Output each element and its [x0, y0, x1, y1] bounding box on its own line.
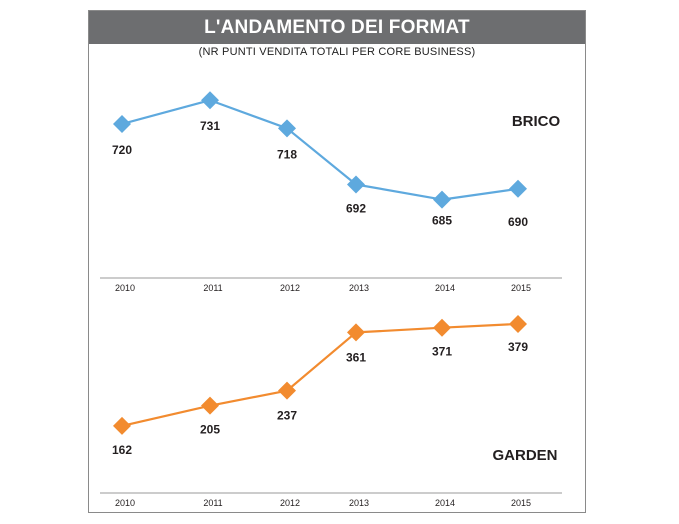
data-label: 361 [346, 350, 366, 364]
data-label: 379 [508, 340, 528, 354]
x-tick-label: 2012 [280, 498, 300, 508]
chart-frame: L'ANDAMENTO DEI FORMAT (NR PUNTI VENDITA… [88, 10, 586, 513]
data-point-marker [278, 381, 296, 400]
data-point-marker [113, 115, 131, 133]
data-point-marker [113, 416, 131, 435]
data-label: 205 [200, 423, 220, 437]
data-label: 720 [112, 143, 132, 157]
data-point-marker [509, 314, 527, 333]
data-point-marker [433, 318, 451, 337]
x-tick-label: 2011 [203, 498, 222, 508]
x-tick-label: 2014 [435, 498, 455, 508]
series-line [121, 322, 519, 427]
x-tick-label: 2013 [349, 283, 369, 293]
x-tick-label: 2010 [115, 283, 135, 293]
data-point-marker [201, 91, 219, 110]
data-point-marker [347, 175, 365, 194]
data-label: 692 [346, 201, 366, 215]
data-label: 685 [432, 214, 452, 228]
x-tick-label: 2015 [511, 498, 531, 508]
x-tick-label: 2012 [280, 283, 300, 293]
x-tick-label: 2014 [435, 283, 455, 293]
series-brico: 2010 2011 2012 2013 2014 2015 720 731 718 692 685 6… [100, 91, 562, 293]
data-point-marker [509, 179, 527, 198]
data-point-marker [433, 190, 451, 209]
data-label: 162 [112, 443, 132, 457]
data-label: 718 [277, 147, 297, 161]
series-line [121, 99, 519, 201]
x-tick-label: 2015 [511, 283, 531, 293]
data-point-marker [347, 323, 365, 342]
chart-title: L'ANDAMENTO DEI FORMAT [89, 11, 585, 44]
data-label: 371 [432, 345, 452, 359]
chart-subtitle: (NR PUNTI VENDITA TOTALI PER CORE BUSINE… [198, 46, 476, 58]
data-point-marker [278, 119, 296, 138]
series-label: BRICO [512, 113, 561, 130]
x-tick-label: 2013 [349, 498, 369, 508]
series-garden: 2010 2011 2012 2013 2014 2015 162 205 237 361 371 3… [100, 314, 562, 508]
x-tick-label: 2010 [115, 498, 135, 508]
x-tick-label: 2011 [203, 283, 222, 293]
data-label: 237 [277, 409, 297, 423]
data-label: 690 [508, 215, 528, 229]
series-label: GARDEN [492, 447, 557, 464]
data-point-marker [201, 396, 219, 415]
data-label: 731 [200, 119, 220, 133]
